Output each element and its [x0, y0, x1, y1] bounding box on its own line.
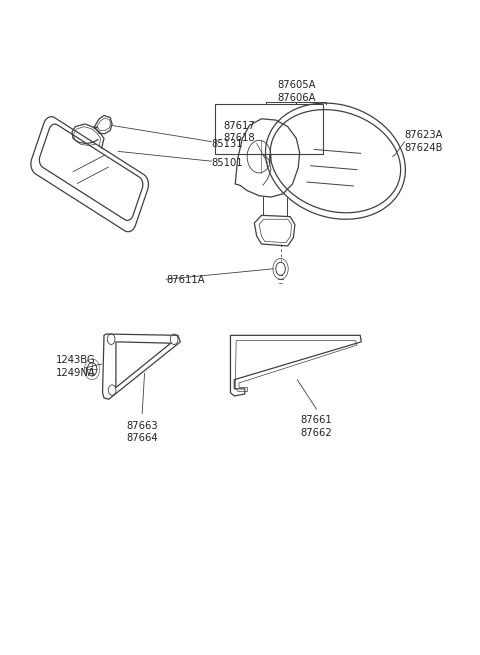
Bar	[215, 104, 323, 154]
Text: 87661
87662: 87661 87662	[300, 415, 332, 438]
Text: 87663
87664: 87663 87664	[126, 421, 158, 443]
Text: 87605A
87606A: 87605A 87606A	[277, 80, 315, 103]
Text: 85131: 85131	[211, 139, 243, 149]
Text: 1243BG
1249NA: 1243BG 1249NA	[56, 356, 96, 378]
Text: 87617
87618: 87617 87618	[223, 121, 255, 143]
Text: 87623A
87624B: 87623A 87624B	[405, 130, 443, 153]
Text: 85101: 85101	[211, 158, 243, 168]
Text: 87611A: 87611A	[166, 275, 204, 285]
